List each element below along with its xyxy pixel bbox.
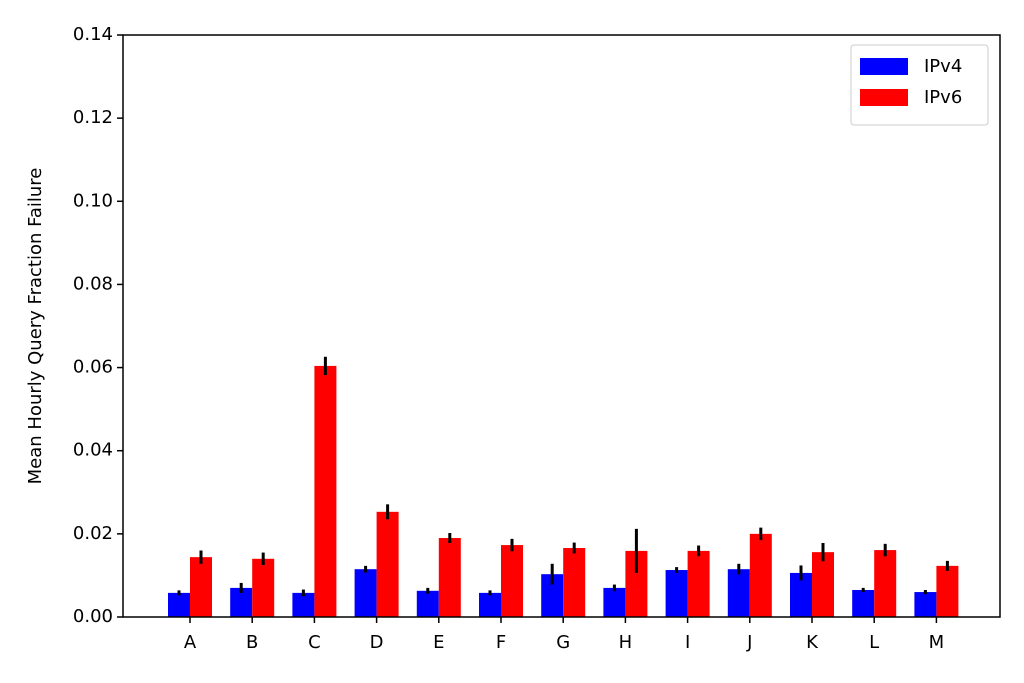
y-tick-label: 0.00 [73,606,113,627]
y-tick-label: 0.06 [73,357,113,378]
bar [479,592,501,617]
x-tick-label: F [496,632,506,653]
bar [749,533,772,617]
bar [354,569,377,617]
bar [190,557,212,617]
bar [812,552,834,617]
bar [625,550,648,617]
bar [541,574,564,617]
bar [314,365,337,617]
bar [687,550,710,617]
x-tick-label: G [556,632,570,653]
x-tick-label: H [619,632,633,653]
x-tick-label: I [685,632,690,653]
y-tick-label: 0.04 [73,440,113,461]
bar [665,570,688,617]
bar [790,572,812,617]
x-tick-label: D [370,632,384,653]
bar [852,589,875,617]
x-tick-label: K [806,632,819,653]
bar [292,592,315,617]
y-axis-label: Mean Hourly Query Fraction Failure [25,168,46,485]
x-tick-label: E [433,632,444,653]
bar [563,547,586,617]
x-tick-label: A [184,632,197,653]
bar [438,538,461,617]
bar [914,592,937,617]
legend-label: IPv4 [924,56,962,77]
bar [603,587,626,617]
bar [727,569,750,617]
legend-box [850,44,989,126]
legend-swatch [860,58,908,75]
bar [501,545,523,617]
x-tick-label: J [746,632,752,653]
x-tick-label: L [869,632,879,653]
plot-frame [122,34,1001,618]
x-tick-label: C [308,632,321,653]
y-tick-label: 0.08 [73,273,113,294]
bar [168,592,190,617]
bar [376,511,399,617]
bar [416,590,439,617]
bar [936,565,959,617]
y-tick-label: 0.10 [73,190,113,211]
y-tick-label: 0.12 [73,107,113,128]
legend-label: IPv6 [924,87,962,108]
bar [230,587,253,617]
x-tick-label: B [246,632,258,653]
legend-swatch [860,89,908,106]
y-tick-label: 0.02 [73,523,113,544]
y-tick-label: 0.14 [73,24,113,45]
bar [874,550,897,617]
bar [252,558,275,617]
x-tick-label: M [929,632,945,653]
